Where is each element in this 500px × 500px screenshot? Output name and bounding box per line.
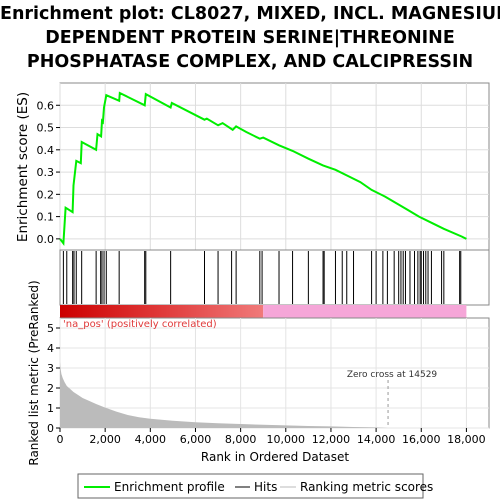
negative-correlation-bar: [263, 305, 467, 318]
ranking-x-tick-label: 18,000: [447, 433, 486, 446]
legend-box: [77, 473, 424, 499]
ranking-x-axis-label: Rank in Ordered Dataset: [201, 450, 349, 464]
ranking-x-tick-label: 4,000: [135, 433, 167, 446]
title-line-3: PHOSPHATASE COMPLEX, AND CALCIPRESSIN: [26, 52, 474, 72]
ranking-y-tick-label: 1: [47, 402, 54, 415]
ranking-panel: Zero cross at 14529 'na_pos' (positively…: [27, 280, 490, 466]
positive-correlation-bar: [60, 305, 264, 318]
title-line-1: Enrichment plot: CL8027, MIXED, INCL. MA…: [0, 4, 500, 24]
chart-title: Enrichment plot: CL8027, MIXED, INCL. MA…: [0, 2, 500, 74]
es-y-axis-label: Enrichment score (ES): [15, 92, 31, 242]
es-grid: [59, 83, 489, 250]
legend-enrichment-label: Enrichment profile: [114, 480, 225, 494]
ranking-y-axis-label: Ranked list metric (PreRanked): [27, 280, 41, 465]
ranking-y-tick-label: 2: [47, 382, 54, 395]
ranking-x-ticks: 0 2,000 4,000 6,000 8,000 10,000 12,000 14,000 1…: [57, 428, 486, 446]
legend-ranking-label: Ranking metric scores: [300, 480, 433, 494]
legend-hits-label: Hits: [254, 480, 277, 494]
es-y-tick-label: 0.4: [37, 144, 55, 157]
es-y-tick-label: 0.1: [37, 211, 55, 224]
es-y-tick-label: 0.0: [37, 233, 55, 246]
enrichment-profile-line: [59, 91, 467, 247]
hits-frame: [59, 249, 490, 306]
es-y-tick-label: 0.3: [37, 166, 55, 179]
ranking-y-tick-label: 0: [47, 422, 54, 435]
ranking-y-tick-label: 3: [47, 362, 54, 375]
hits-panel: [59, 249, 490, 318]
hit-markers: [62, 251, 462, 304]
es-y-tick-label: 0.5: [37, 122, 55, 135]
legend: Enrichment profile Hits Ranking metric s…: [77, 473, 433, 499]
ranking-x-tick-label: 10,000: [267, 433, 306, 446]
ranking-metric-area: [60, 362, 462, 428]
ranking-x-tick-label: 14,000: [357, 433, 396, 446]
positive-correlation-label: 'na_pos' (positively correlated): [63, 319, 217, 330]
ranking-x-tick-label: 0: [57, 433, 64, 446]
ranking-x-tick-label: 16,000: [402, 433, 441, 446]
es-y-ticks: 0.0 0.1 0.2 0.3 0.4 0.5 0.6: [37, 99, 60, 246]
es-y-tick-label: 0.2: [37, 188, 55, 201]
ranking-x-tick-label: 6,000: [180, 433, 212, 446]
ranking-grid: [59, 318, 489, 429]
ranking-x-tick-label: 8,000: [225, 433, 257, 446]
es-plot-frame: [59, 82, 490, 251]
ranking-x-tick-label: 12,000: [312, 433, 351, 446]
ranking-x-tick-label: 2,000: [89, 433, 121, 446]
es-y-tick-label: 0.6: [37, 99, 55, 112]
zero-cross-label: Zero cross at 14529: [347, 370, 438, 380]
es-panel: 0.0 0.1 0.2 0.3 0.4 0.5 0.6 Enrichment score (…: [15, 82, 490, 251]
ranking-y-tick-label: 4: [47, 342, 54, 355]
ranking-y-ticks: 0 1 2 3 4 5: [47, 322, 60, 435]
ranking-plot-frame: [59, 317, 490, 429]
ranking-y-tick-label: 5: [47, 322, 54, 335]
title-line-2: DEPENDENT PROTEIN SERINE|THREONINE: [45, 28, 455, 48]
